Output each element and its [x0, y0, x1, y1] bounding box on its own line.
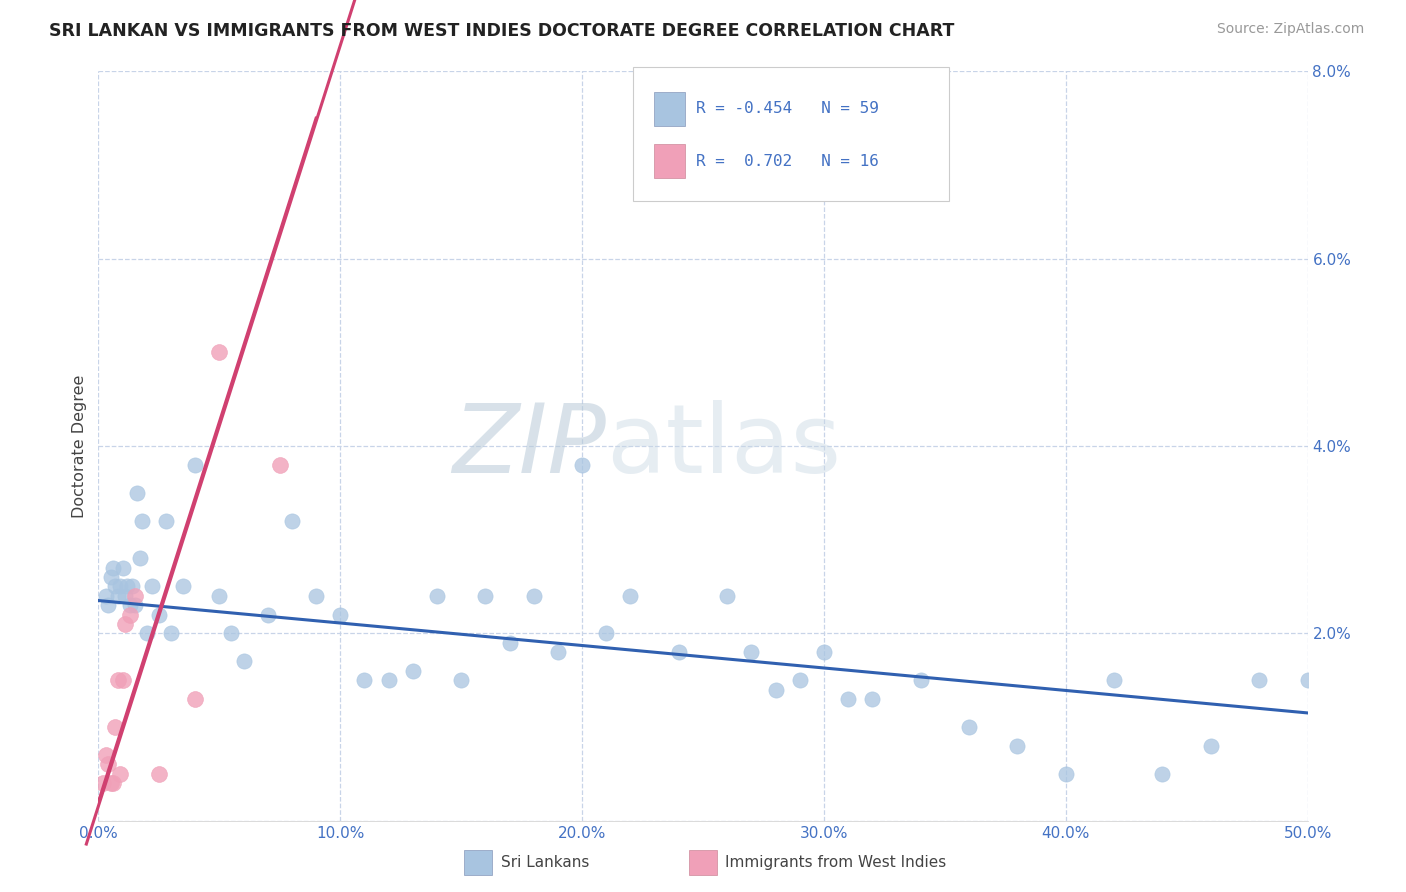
- Point: [208, 345, 231, 359]
- Point: [117, 580, 139, 594]
- Point: [426, 589, 449, 603]
- Point: [402, 664, 425, 678]
- Point: [184, 692, 207, 706]
- Point: [740, 645, 762, 659]
- Point: [353, 673, 375, 688]
- Point: [160, 626, 183, 640]
- Point: [124, 599, 146, 613]
- Point: [107, 673, 129, 688]
- Point: [97, 757, 120, 772]
- Point: [1199, 739, 1222, 753]
- Point: [131, 514, 153, 528]
- Point: [148, 767, 170, 781]
- Point: [111, 673, 134, 688]
- Point: [94, 589, 117, 603]
- Point: [94, 747, 117, 762]
- Point: [114, 617, 136, 632]
- Point: [595, 626, 617, 640]
- Point: [127, 485, 149, 500]
- Point: [124, 589, 146, 603]
- Text: SRI LANKAN VS IMMIGRANTS FROM WEST INDIES DOCTORATE DEGREE CORRELATION CHART: SRI LANKAN VS IMMIGRANTS FROM WEST INDIE…: [49, 22, 955, 40]
- Point: [141, 580, 163, 594]
- Point: [1054, 767, 1077, 781]
- Point: [765, 682, 787, 697]
- Point: [155, 514, 177, 528]
- Point: [108, 767, 131, 781]
- Point: [813, 645, 835, 659]
- Point: [547, 645, 569, 659]
- Point: [118, 599, 141, 613]
- Point: [100, 776, 122, 790]
- Text: Sri Lankans: Sri Lankans: [501, 855, 589, 870]
- Point: [118, 607, 141, 622]
- Point: [121, 580, 143, 594]
- Point: [789, 673, 811, 688]
- Point: [716, 589, 738, 603]
- Point: [1249, 673, 1271, 688]
- Point: [104, 580, 127, 594]
- Point: [232, 655, 254, 669]
- Point: [450, 673, 472, 688]
- Text: R = -0.454   N = 59: R = -0.454 N = 59: [696, 102, 879, 116]
- Point: [114, 589, 136, 603]
- Text: R =  0.702   N = 16: R = 0.702 N = 16: [696, 153, 879, 169]
- Point: [1007, 739, 1029, 753]
- Point: [281, 514, 304, 528]
- Point: [135, 626, 157, 640]
- Point: [910, 673, 932, 688]
- Y-axis label: Doctorate Degree: Doctorate Degree: [72, 375, 87, 517]
- Point: [1152, 767, 1174, 781]
- Point: [172, 580, 194, 594]
- Point: [668, 645, 690, 659]
- Point: [957, 720, 980, 734]
- Point: [100, 570, 122, 584]
- Point: [474, 589, 496, 603]
- Point: [329, 607, 352, 622]
- Point: [101, 776, 124, 790]
- Point: [377, 673, 399, 688]
- Point: [837, 692, 859, 706]
- Point: [111, 561, 134, 575]
- Point: [101, 561, 124, 575]
- Point: [148, 607, 170, 622]
- Point: [619, 589, 641, 603]
- Point: [269, 458, 291, 472]
- Point: [1102, 673, 1125, 688]
- Point: [208, 589, 231, 603]
- Point: [860, 692, 883, 706]
- Point: [108, 580, 131, 594]
- Text: Source: ZipAtlas.com: Source: ZipAtlas.com: [1216, 22, 1364, 37]
- Point: [256, 607, 278, 622]
- Point: [305, 589, 328, 603]
- Point: [184, 458, 207, 472]
- Point: [107, 589, 129, 603]
- Point: [91, 776, 114, 790]
- Point: [221, 626, 243, 640]
- Point: [128, 551, 150, 566]
- Point: [523, 589, 546, 603]
- Point: [104, 720, 127, 734]
- Point: [1296, 673, 1319, 688]
- Point: [97, 599, 120, 613]
- Text: atlas: atlas: [606, 400, 841, 492]
- Point: [571, 458, 593, 472]
- Text: ZIP: ZIP: [453, 400, 606, 492]
- Point: [498, 635, 520, 649]
- Text: Immigrants from West Indies: Immigrants from West Indies: [725, 855, 946, 870]
